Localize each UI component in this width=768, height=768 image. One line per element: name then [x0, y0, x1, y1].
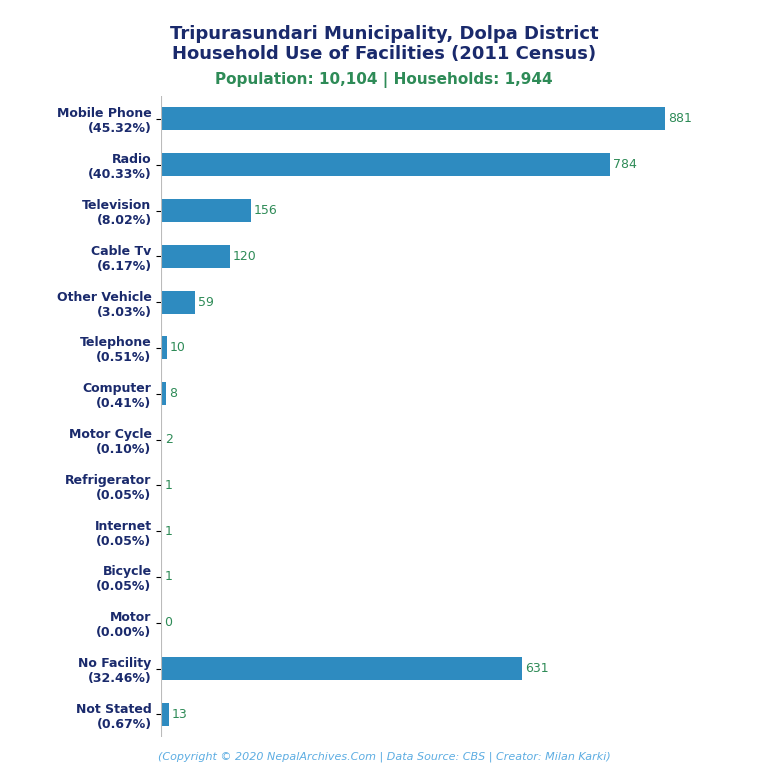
Text: 1: 1 — [164, 479, 173, 492]
Text: 1: 1 — [164, 571, 173, 584]
Bar — [161, 108, 665, 131]
Text: 156: 156 — [253, 204, 277, 217]
Text: 2: 2 — [165, 433, 173, 446]
Text: 120: 120 — [233, 250, 257, 263]
Bar — [161, 245, 230, 268]
Bar — [161, 382, 166, 406]
Bar — [161, 154, 610, 176]
Text: 59: 59 — [198, 296, 214, 309]
Bar — [161, 657, 522, 680]
Text: 10: 10 — [170, 342, 186, 354]
Text: 0: 0 — [164, 616, 172, 629]
Bar — [161, 199, 250, 222]
Text: 8: 8 — [169, 387, 177, 400]
Text: 1: 1 — [164, 525, 173, 538]
Text: 881: 881 — [668, 112, 692, 125]
Bar — [161, 290, 195, 313]
Text: Tripurasundari Municipality, Dolpa District
Household Use of Facilities (2011 Ce: Tripurasundari Municipality, Dolpa Distr… — [170, 25, 598, 64]
Bar — [161, 428, 162, 451]
Bar — [161, 336, 167, 359]
Text: (Copyright © 2020 NepalArchives.Com | Data Source: CBS | Creator: Milan Karki): (Copyright © 2020 NepalArchives.Com | Da… — [157, 751, 611, 762]
Bar — [161, 703, 169, 726]
Text: 13: 13 — [171, 708, 187, 721]
Text: Population: 10,104 | Households: 1,944: Population: 10,104 | Households: 1,944 — [215, 72, 553, 88]
Text: 631: 631 — [525, 662, 549, 675]
Text: 784: 784 — [613, 158, 637, 171]
